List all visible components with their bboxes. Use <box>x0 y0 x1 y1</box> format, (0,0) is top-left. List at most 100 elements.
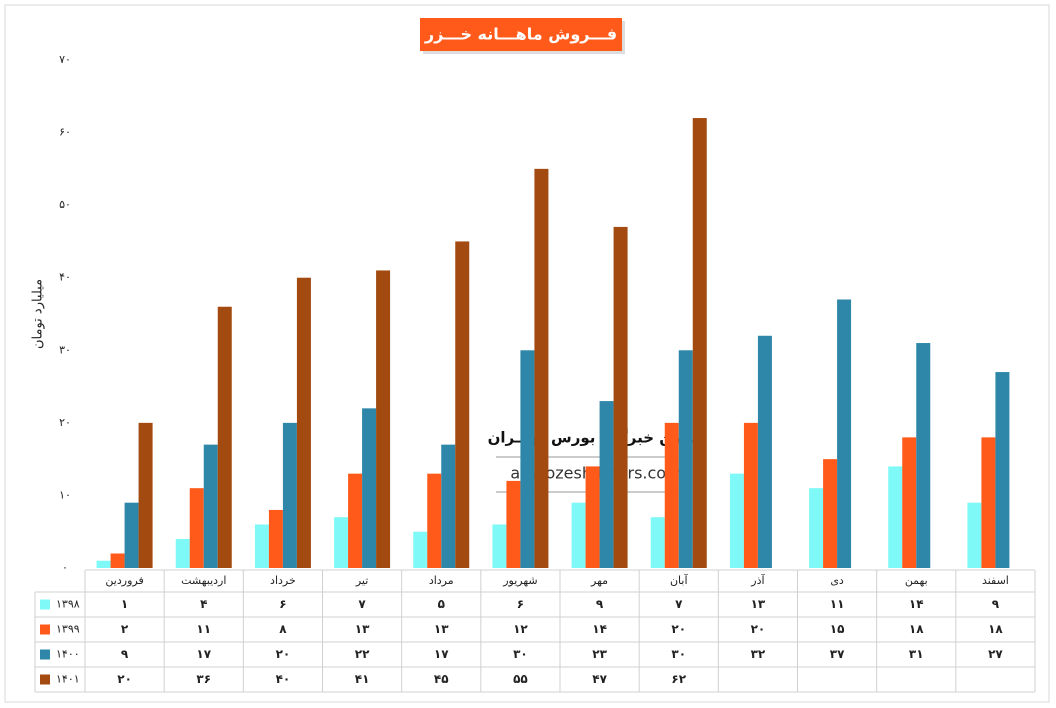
table-value: ۲۰ <box>117 672 132 686</box>
bar <box>520 350 535 568</box>
bar <box>413 531 428 568</box>
bar <box>427 473 442 568</box>
bar <box>189 488 204 568</box>
table-value: ۳۱ <box>909 647 924 661</box>
table-value: ۲۰ <box>276 647 291 661</box>
bar <box>743 422 758 568</box>
bar <box>138 422 153 568</box>
table-value: ۹ <box>121 647 129 661</box>
legend-label: ۱۳۹۹ <box>56 623 80 636</box>
bar <box>981 437 996 568</box>
x-tick-label: تیر <box>355 574 368 587</box>
table-value: ۹ <box>596 597 604 611</box>
bar <box>175 538 190 568</box>
table-value: ۴ <box>200 597 207 611</box>
legend-label: ۱۳۹۸ <box>56 598 80 611</box>
x-tick-label: مهر <box>590 574 608 587</box>
table-value: ۱۱ <box>830 597 845 611</box>
y-tick-label: ۵۰ <box>59 198 71 211</box>
chart-title: فـــروش ماهـــانه خـــزر <box>424 25 617 44</box>
y-axis-label: میلیارد تومان <box>31 279 46 349</box>
table-value: ۴۰ <box>276 672 291 686</box>
bar <box>650 517 665 568</box>
bar <box>254 524 269 568</box>
bar <box>888 466 903 568</box>
bar <box>585 466 600 568</box>
table-value: ۲ <box>121 622 129 636</box>
table-value: ۹ <box>992 597 1000 611</box>
x-tick-label: آذر <box>750 573 765 587</box>
bar <box>268 509 283 568</box>
x-tick-label: مرداد <box>429 574 454 587</box>
bar <box>124 502 139 568</box>
table-value: ۲۷ <box>988 647 1003 661</box>
y-tick-label: ۷۰ <box>59 53 71 66</box>
bar <box>282 422 297 568</box>
x-tick-label: خرداد <box>270 574 296 587</box>
legend-swatch <box>40 624 50 635</box>
table-value: ۳۰ <box>671 647 686 661</box>
table-value: ۵۵ <box>513 672 528 686</box>
bar <box>809 488 824 568</box>
table-value: ۶ <box>279 597 286 611</box>
legend-swatch <box>40 674 50 685</box>
table-value: ۱ <box>121 597 128 611</box>
legend-label: ۱۴۰۱ <box>56 673 80 686</box>
table-value: ۲۰ <box>751 622 766 636</box>
x-tick-label: بهمن <box>905 574 928 587</box>
x-tick-label: اردیبهشت <box>181 574 226 587</box>
bar <box>334 517 349 568</box>
x-tick-label: دی <box>830 574 844 587</box>
legend-label: ۱۴۰۰ <box>56 648 80 661</box>
y-tick-label: ۴۰ <box>59 271 71 284</box>
bar <box>902 437 917 568</box>
x-tick-label: آبان <box>670 573 688 587</box>
bar <box>995 372 1010 568</box>
bar <box>506 480 521 568</box>
bar <box>362 408 377 568</box>
bar <box>534 168 549 568</box>
bar <box>757 335 772 568</box>
y-tick-label: ۲۰ <box>59 416 71 429</box>
bar <box>599 401 614 568</box>
y-tick-label: ۳۰ <box>59 343 71 356</box>
table-value: ۱۷ <box>196 647 211 661</box>
table-value: ۲۳ <box>592 647 607 661</box>
y-tick-label: ۰ <box>62 561 68 574</box>
table-value: ۱۸ <box>909 622 924 636</box>
table-value: ۴۷ <box>592 672 607 686</box>
table-value: ۱۷ <box>434 647 449 661</box>
bar <box>678 350 693 568</box>
table-value: ۱۸ <box>988 622 1003 636</box>
bar <box>296 277 311 568</box>
table-value: ۶ <box>517 597 524 611</box>
table-value: ۷ <box>675 597 683 611</box>
table-value: ۱۵ <box>830 622 845 636</box>
bar <box>823 459 838 568</box>
bar <box>492 524 507 568</box>
title-box <box>420 18 622 51</box>
bar <box>455 241 470 568</box>
table-value: ۱۳ <box>355 622 370 636</box>
table-value: ۵ <box>438 597 445 611</box>
table-value: ۱۱ <box>196 622 211 636</box>
table-value: ۳۰ <box>513 647 528 661</box>
table-value: ۱۴ <box>592 622 607 636</box>
table-value: ۱۴ <box>909 597 924 611</box>
table-value: ۱۳ <box>434 622 449 636</box>
table-value: ۴۵ <box>434 672 449 686</box>
bar <box>692 118 707 569</box>
table-value: ۳۲ <box>751 647 766 661</box>
bar <box>571 502 586 568</box>
table-value: ۷ <box>358 597 366 611</box>
bar <box>441 444 456 568</box>
bar <box>967 502 982 568</box>
bar <box>203 444 218 568</box>
table-value: ۴۱ <box>355 672 370 686</box>
table-value: ۲۰ <box>671 622 686 636</box>
bar <box>217 306 232 568</box>
y-tick-label: ۶۰ <box>59 126 71 139</box>
bar <box>837 299 852 568</box>
